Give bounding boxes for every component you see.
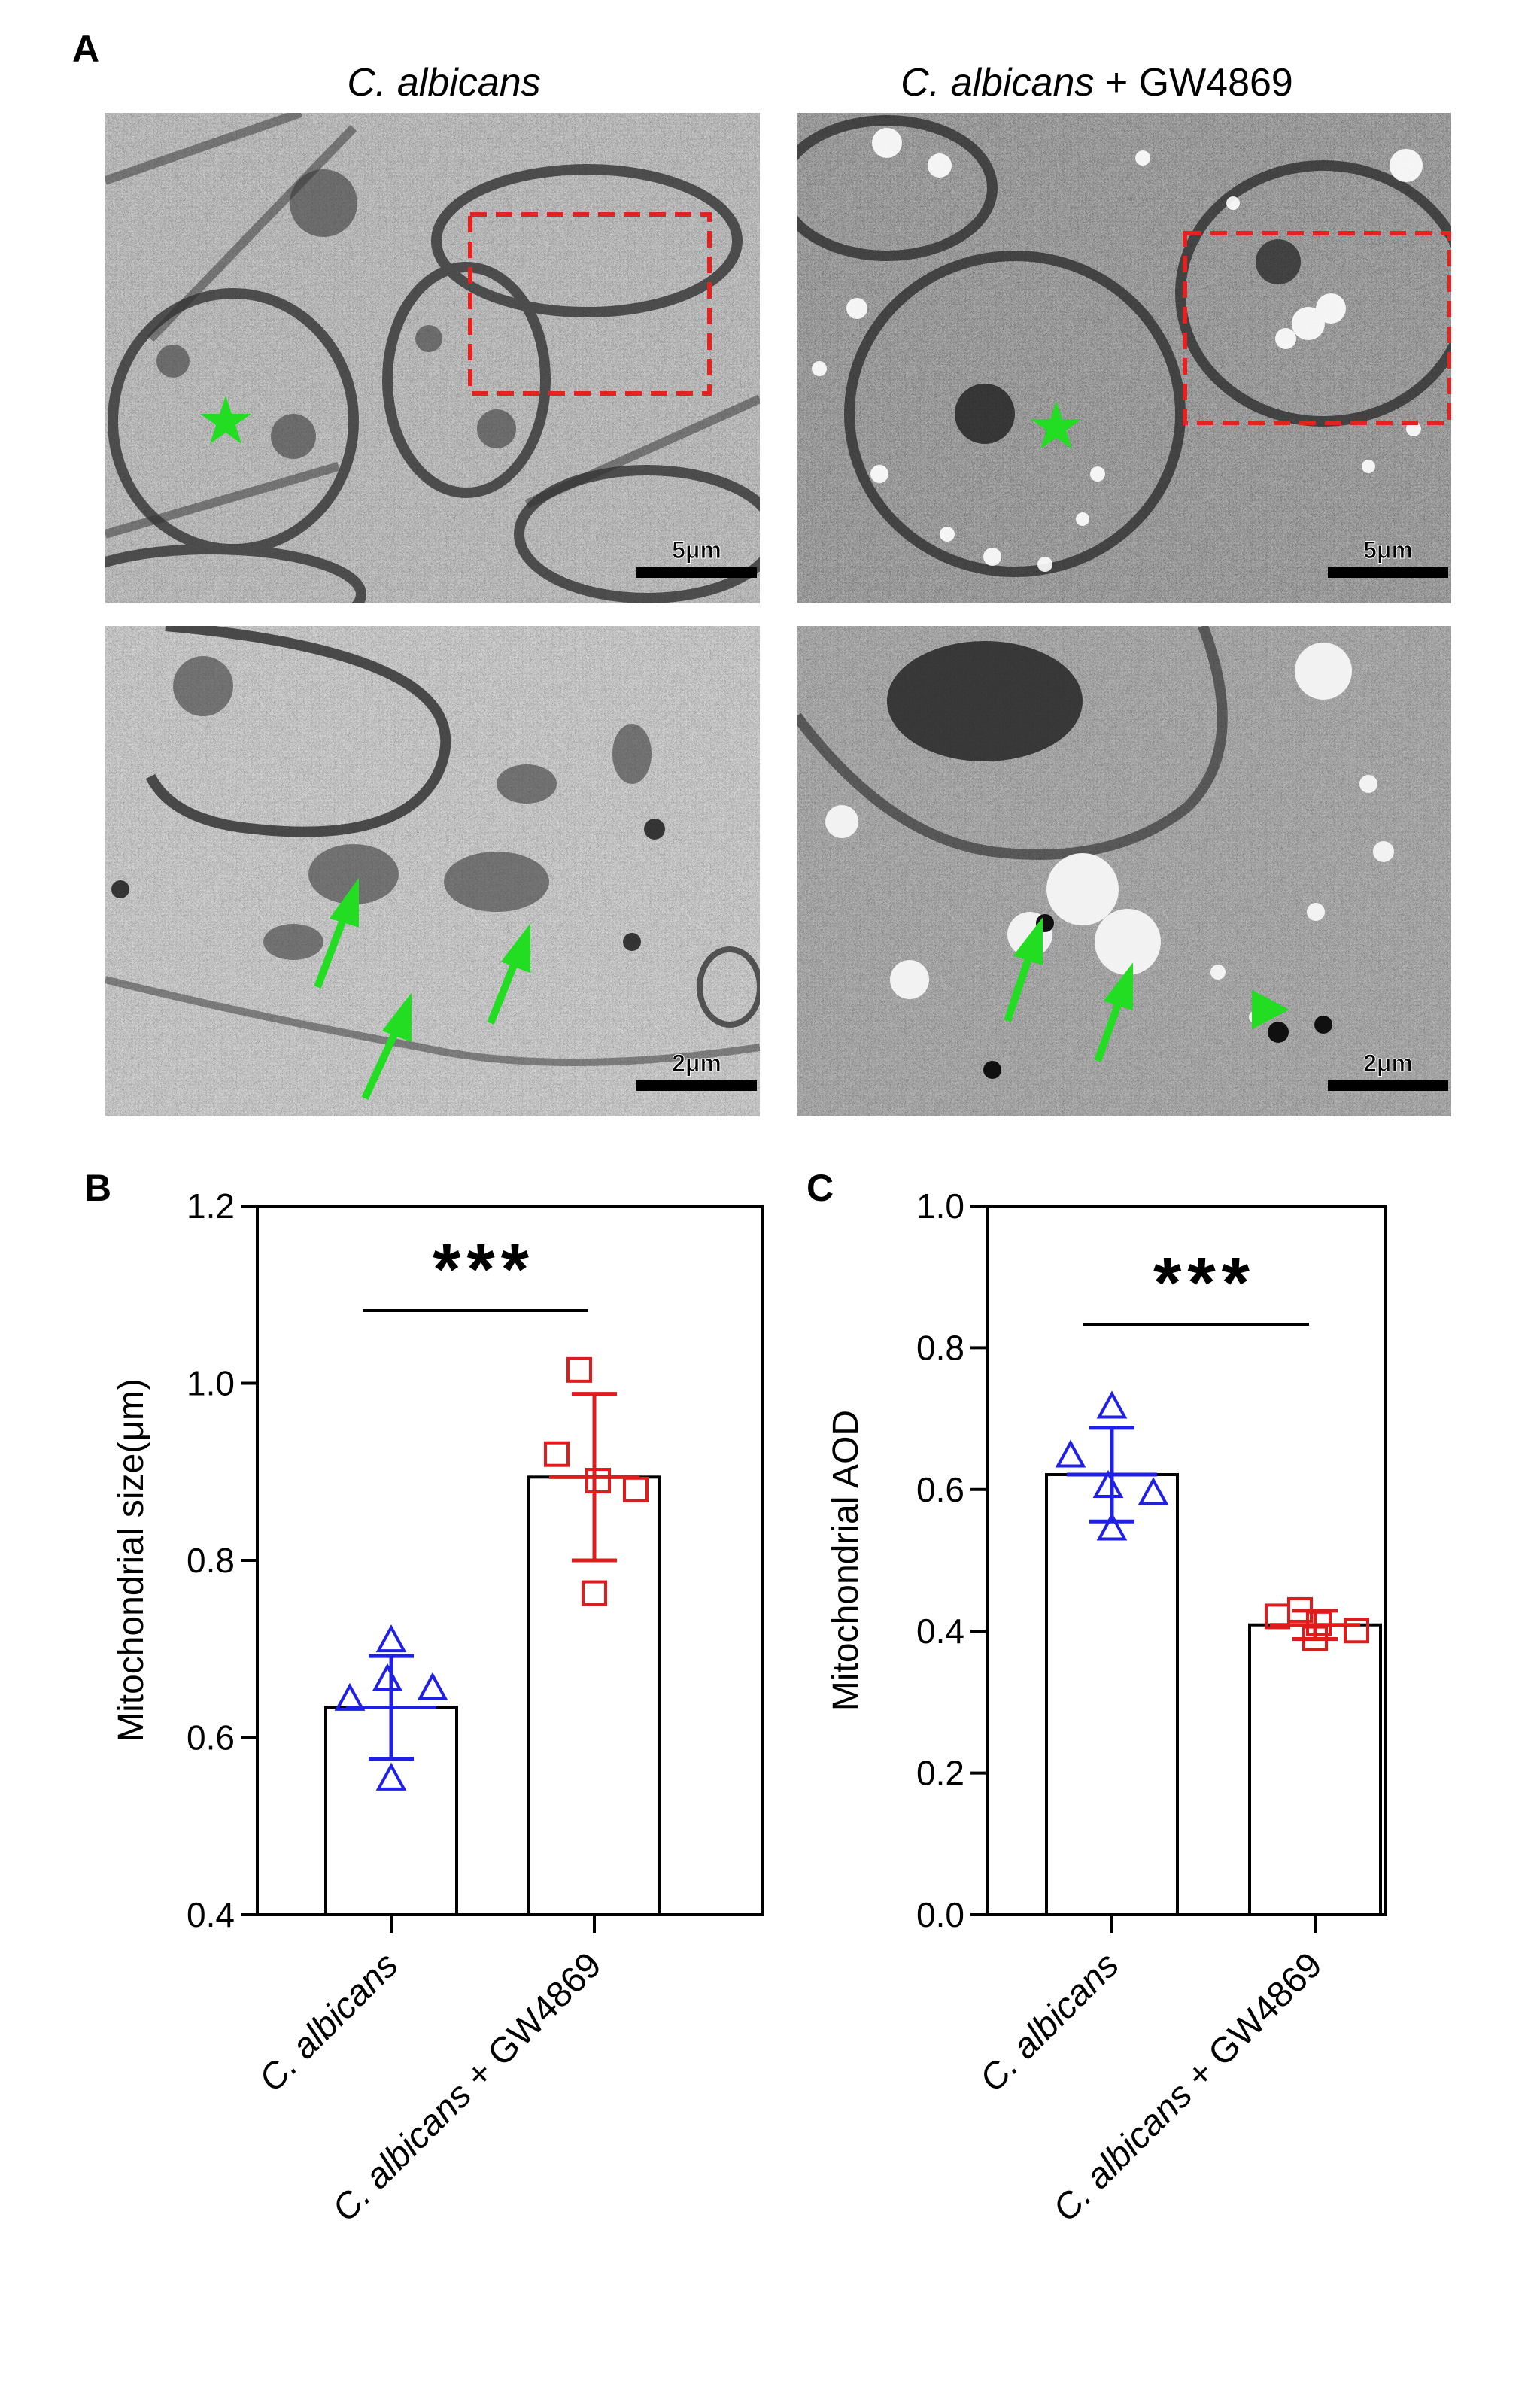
y-tick-label: 0.0	[916, 1895, 964, 1934]
data-point	[417, 1672, 448, 1700]
em-image-gw4869-low-mag: 5μm	[797, 113, 1451, 603]
category-label-species: C. albicans	[251, 1945, 406, 2099]
y-tick-label: 0.4	[187, 1895, 235, 1934]
mitochondria-arrows	[314, 877, 530, 1101]
data-point	[566, 1356, 592, 1383]
category-label-species: C. albicans	[325, 2075, 479, 2229]
scale-bar-label: 2μm	[672, 1050, 721, 1077]
data-point	[1138, 1477, 1169, 1505]
y-tick-label: 0.4	[916, 1612, 964, 1651]
plot-frame	[986, 1205, 1387, 1916]
data-point	[1055, 1439, 1086, 1468]
data-point	[1096, 1390, 1128, 1419]
category-label-species: C. albicans	[972, 1945, 1126, 2099]
nucleus-star-marker	[200, 396, 251, 444]
y-tick-label: 1.0	[916, 1186, 964, 1226]
data-point	[372, 1663, 403, 1691]
column-title-control-species: C. albicans	[347, 61, 541, 105]
panel-a-letter: A	[72, 28, 100, 70]
bar	[1045, 1473, 1179, 1916]
bar	[1248, 1623, 1382, 1916]
column-title-control: C. albicans	[113, 60, 775, 105]
y-tick-label: 0.6	[187, 1718, 235, 1757]
significance-stars: ***	[1153, 1243, 1256, 1323]
data-point	[623, 1476, 649, 1502]
inset-box	[1183, 231, 1451, 425]
data-point	[334, 1682, 366, 1711]
category-label-species: C. albicans	[1046, 2075, 1200, 2229]
y-axis-label: Mitochondrial size(μm)	[111, 1378, 151, 1742]
column-title-gw4869-treatment: + GW4869	[1094, 61, 1293, 105]
column-title-gw4869: C. albicans + GW4869	[766, 60, 1428, 105]
scale-bar	[636, 567, 757, 578]
data-point	[544, 1441, 570, 1467]
em-image-control-low-mag: 5μm	[105, 113, 760, 603]
scale-bar-label: 5μm	[1363, 536, 1413, 564]
em-image-gw4869-high-mag: 2μm	[797, 626, 1451, 1116]
scale-bar	[1328, 1080, 1448, 1091]
em-image-control-high-mag: 2μm	[105, 626, 760, 1116]
data-point	[375, 1624, 407, 1653]
chart-panel-b: B 0.4 0.6 0.8 1.0 1.2 Mitochondrial size(μm) C.…	[84, 1167, 764, 2229]
y-tick-label: 0.8	[187, 1541, 235, 1580]
data-point	[375, 1762, 407, 1791]
x-category-label: C. albicans	[972, 1945, 1126, 2099]
data-point	[1096, 1512, 1128, 1541]
column-title-gw4869-species: C. albicans	[901, 61, 1095, 105]
scale-bar-label: 5μm	[672, 536, 721, 564]
y-axis: 0.0 0.2 0.4 0.6 0.8 1.0	[916, 1186, 987, 1934]
data-point	[1092, 1469, 1124, 1499]
y-axis: 0.4 0.6 0.8 1.0 1.2	[187, 1186, 257, 1934]
data-point	[582, 1580, 607, 1606]
x-category-label: C. albicans	[251, 1945, 406, 2099]
mitochondria-arrows	[1004, 917, 1289, 1062]
category-label-treatment: + GW4869	[1172, 1945, 1330, 2103]
data-point	[585, 1468, 611, 1494]
category-label-treatment: + GW4869	[451, 1945, 609, 2103]
data-point	[1302, 1625, 1328, 1651]
data-point	[1306, 1610, 1332, 1636]
data-point	[1344, 1618, 1369, 1644]
y-tick-label: 0.6	[916, 1470, 964, 1509]
chart-panel-c: C 0.0 0.2 0.4 0.6 0.8 1.0 Mitochondrial AOD C. a…	[806, 1167, 1387, 2229]
nucleus-star-marker	[1031, 401, 1082, 449]
data-point	[1265, 1603, 1290, 1630]
y-tick-label: 1.0	[187, 1364, 235, 1403]
panel-letter: C	[806, 1167, 834, 1209]
panel-letter: B	[84, 1167, 111, 1209]
scale-bar-label: 2μm	[1363, 1050, 1413, 1077]
y-tick-label: 0.2	[916, 1754, 964, 1793]
inset-box	[468, 212, 712, 396]
scale-bar	[1328, 567, 1448, 578]
y-tick-label: 1.2	[187, 1186, 235, 1226]
scale-bar	[636, 1080, 757, 1091]
y-axis-label: Mitochondrial AOD	[826, 1410, 866, 1711]
y-tick-label: 0.8	[916, 1328, 964, 1367]
significance-stars: ***	[433, 1229, 535, 1310]
